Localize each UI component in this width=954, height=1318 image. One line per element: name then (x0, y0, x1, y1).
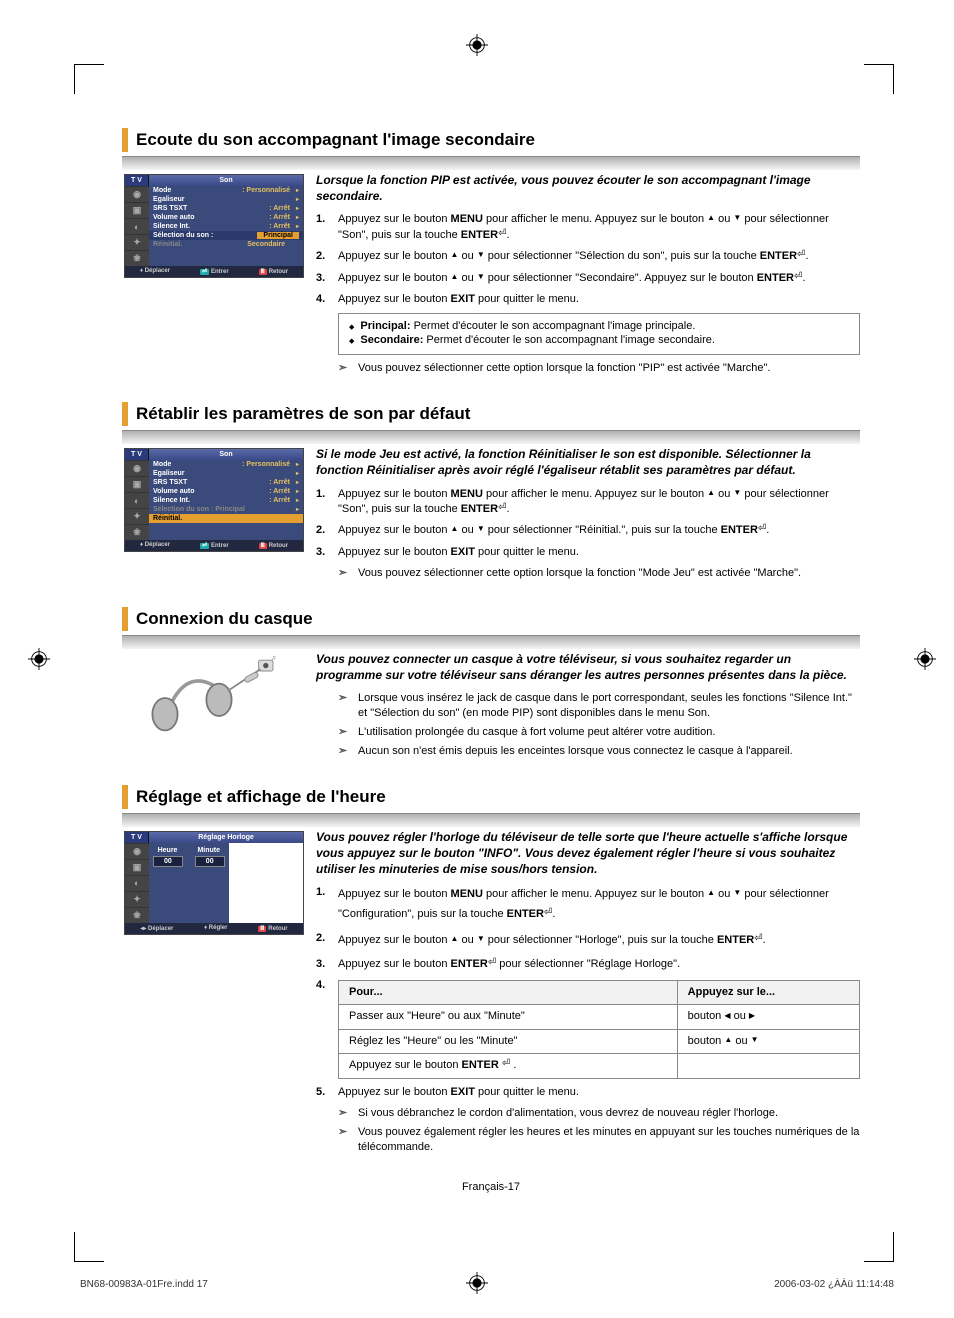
tv-menu-tab: T V (125, 175, 149, 186)
svg-text:♫: ♫ (271, 654, 276, 661)
bullet-text: Secondaire: Permet d'écouter le son acco… (360, 334, 715, 346)
footer-filename: BN68-00983A-01Fre.indd 17 (80, 1279, 208, 1290)
step-text: Appuyez sur le bouton EXIT pour quitter … (338, 292, 860, 307)
section-clock: Réglage et affichage de l'heure T V Régl… (122, 785, 860, 1159)
step-list: 1.Appuyez sur le bouton MENU pour affich… (316, 212, 860, 307)
tv-menu-screenshot: T V Réglage Horloge ◉▣◐✦❀ Heure Minute (124, 831, 304, 935)
step-text: Appuyez sur le bouton ▲ ou ▼ pour sélect… (338, 271, 860, 286)
crop-mark (864, 1232, 894, 1262)
note-text: L'utilisation prolongée du casque à fort… (358, 725, 715, 740)
table-header: Appuyez sur le... (677, 981, 859, 1005)
table-cell: Réglez les "Heure" ou les "Minute" (339, 1029, 678, 1053)
crop-mark (74, 64, 104, 94)
crop-mark (864, 64, 894, 94)
table-cell (677, 1054, 859, 1078)
section-accent-bar (122, 785, 128, 809)
step-text: Appuyez sur le bouton MENU pour afficher… (338, 885, 860, 925)
table-cell: Appuyez sur le bouton ENTER ⏎ . (339, 1054, 678, 1078)
crop-mark (74, 1232, 104, 1262)
step-text: Appuyez sur le bouton EXIT pour quitter … (338, 545, 860, 560)
tv-menu-tab: T V (125, 449, 149, 460)
section-accent-bar (122, 607, 128, 631)
note-icon: ➣ (338, 361, 358, 376)
section-intro: Lorsque la fonction PIP est activée, vou… (316, 172, 860, 204)
note-icon: ➣ (338, 725, 358, 740)
table-cell: Passer aux "Heure" ou aux "Minute" (339, 1005, 678, 1029)
info-box: ◆Principal: Permet d'écouter le son acco… (338, 313, 860, 355)
print-mark-icon (914, 648, 936, 670)
tv-menu-content: Mode: Personnalisé▸ Egaliseur▸ SRS TSXT:… (149, 186, 303, 266)
section-title: Ecoute du son accompagnant l'image secon… (136, 128, 535, 152)
table-cell: bouton ▲ ou ▼ (677, 1029, 859, 1053)
page-number: Français-17 (122, 1181, 860, 1193)
step-text: Appuyez sur le bouton ENTER⏎ pour sélect… (338, 957, 860, 972)
step-text: Appuyez sur le bouton EXIT pour quitter … (338, 1085, 860, 1100)
page-content: Ecoute du son accompagnant l'image secon… (0, 0, 954, 1253)
section-intro: Si le mode Jeu est activé, la fonction R… (316, 446, 860, 478)
section-headphone: Connexion du casque ♫ Vous pouvez connec… (122, 607, 860, 763)
section-accent-bar (122, 128, 128, 152)
note-text: Si vous débranchez le cordon d'alimentat… (358, 1106, 778, 1121)
tv-menu-footer: ◂▸ Déplacer ♦ Régler ⅢRetour (125, 923, 303, 934)
section-divider (122, 430, 860, 444)
step-list: 1.Appuyez sur le bouton MENU pour affich… (316, 885, 860, 1100)
section-accent-bar (122, 402, 128, 426)
tv-menu-title: Son (149, 175, 303, 186)
step-text: Appuyez sur le bouton ▲ ou ▼ pour sélect… (338, 931, 860, 951)
section-intro: Vous pouvez régler l'horloge du télévise… (316, 829, 860, 878)
step-text: Appuyez sur le bouton ▲ ou ▼ pour sélect… (338, 523, 860, 538)
section-title: Connexion du casque (136, 607, 313, 631)
section-divider (122, 156, 860, 170)
note-icon: ➣ (338, 1106, 358, 1121)
table-cell: bouton ◀ ou ▶ (677, 1005, 859, 1029)
tv-menu-tab: T V (125, 832, 149, 843)
tv-menu-sidebar: ◉▣◐✦❀ (125, 186, 149, 266)
step-text: Appuyez sur le bouton MENU pour afficher… (338, 487, 860, 518)
print-mark-icon (28, 648, 50, 670)
tv-menu-screenshot: T V Son ◉▣◐✦❀ Mode: Personnalisé▸ Egalis… (124, 174, 304, 278)
section-title: Rétablir les paramètres de son par défau… (136, 402, 470, 426)
step-list: 1.Appuyez sur le bouton MENU pour affich… (316, 487, 860, 561)
print-mark-icon (466, 34, 488, 56)
button-table: Pour... Appuyez sur le... Passer aux "He… (338, 980, 860, 1079)
note-icon: ➣ (338, 691, 358, 706)
section-divider (122, 813, 860, 827)
note-text: Vous pouvez sélectionner cette option lo… (358, 566, 801, 581)
note-icon: ➣ (338, 744, 358, 759)
note-icon: ➣ (338, 566, 358, 581)
note-text: Lorsque vous insérez le jack de casque d… (358, 691, 860, 721)
headphone-illustration: ♫ (130, 653, 290, 743)
tv-menu-title: Réglage Horloge (149, 832, 303, 843)
section-pip-sound: Ecoute du son accompagnant l'image secon… (122, 128, 860, 380)
section-title: Réglage et affichage de l'heure (136, 785, 386, 809)
tv-menu-screenshot: T V Son ◉▣◐✦❀ Mode: Personnalisé▸ Egalis… (124, 448, 304, 552)
tv-menu-sidebar: ◉▣◐✦❀ (125, 843, 149, 923)
section-reset-sound: Rétablir les paramètres de son par défau… (122, 402, 860, 585)
tv-menu-footer: ♦ Déplacer ⏎Entrer ⅢRetour (125, 266, 303, 277)
clock-panel: Heure Minute 00 00 (149, 843, 229, 923)
step-text: Appuyez sur le bouton MENU pour afficher… (338, 212, 860, 243)
note-text: Vous pouvez également régler les heures … (358, 1125, 860, 1155)
tv-menu-title: Son (149, 449, 303, 460)
tv-menu-sidebar: ◉▣◐✦❀ (125, 460, 149, 540)
note-text: Aucun son n'est émis depuis les enceinte… (358, 744, 793, 759)
step-table-wrap: Pour... Appuyez sur le... Passer aux "He… (338, 978, 860, 1079)
section-divider (122, 635, 860, 649)
tv-menu-footer: ♦ Déplacer ⏎Entrer ⅢRetour (125, 540, 303, 551)
note-text: Vous pouvez sélectionner cette option lo… (358, 361, 770, 376)
note-icon: ➣ (338, 1125, 358, 1140)
tv-menu-content: Mode: Personnalisé▸ Egaliseur▸ SRS TSXT:… (149, 460, 303, 540)
doc-footer: BN68-00983A-01Fre.indd 17 2006-03-02 ¿ÀÀ… (80, 1279, 894, 1290)
table-header: Pour... (339, 981, 678, 1005)
section-intro: Vous pouvez connecter un casque à votre … (316, 651, 860, 683)
bullet-text: Principal: Permet d'écouter le son accom… (360, 320, 695, 332)
step-text: Appuyez sur le bouton ▲ ou ▼ pour sélect… (338, 249, 860, 264)
footer-timestamp: 2006-03-02 ¿ÀÀü 11:14:48 (774, 1279, 894, 1290)
